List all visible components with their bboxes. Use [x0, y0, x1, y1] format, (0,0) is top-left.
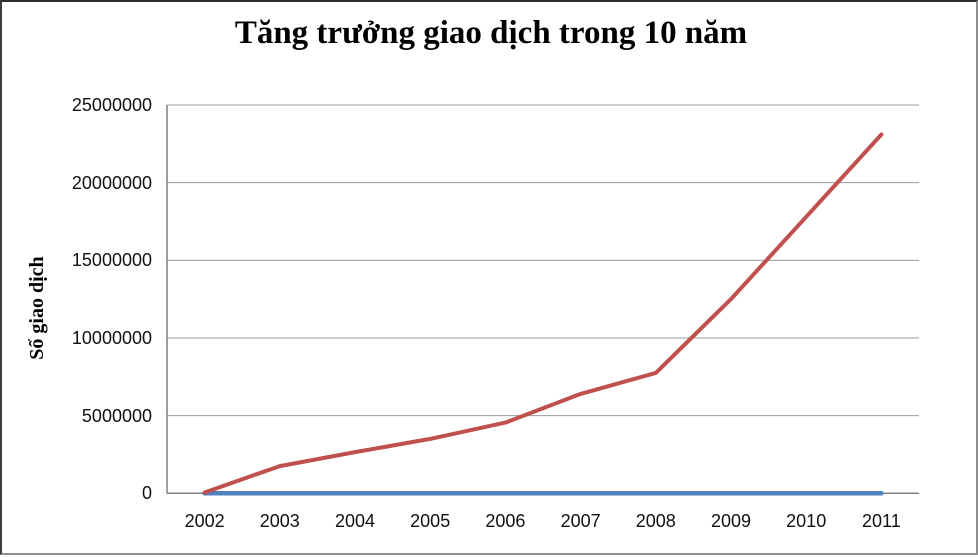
x-tick-label: 2008 [635, 511, 676, 531]
x-tick-label: 2006 [485, 511, 526, 531]
series-line-red-growth-series [202, 132, 884, 495]
y-tick-label: 20000000 [71, 172, 152, 193]
chart-title: Tăng trưởng giao dịch trong 10 năm [234, 15, 748, 51]
x-tick-label: 2010 [786, 511, 827, 531]
y-tick-label: 15000000 [71, 250, 152, 271]
y-tick-label: 0 [141, 483, 152, 504]
y-tick-label: 10000000 [71, 327, 152, 348]
x-tick-label: 2011 [862, 511, 901, 531]
x-tick-label: 2009 [710, 511, 752, 531]
x-tick-label: 2005 [410, 511, 451, 531]
x-tick-label: 2007 [560, 511, 601, 531]
x-tick-label: 2004 [334, 511, 376, 531]
y-tick-label: 25000000 [71, 95, 152, 115]
x-tick-label: 2002 [184, 511, 225, 531]
y-tick-label: 5000000 [81, 405, 152, 426]
x-tick-label: 2003 [259, 511, 300, 531]
